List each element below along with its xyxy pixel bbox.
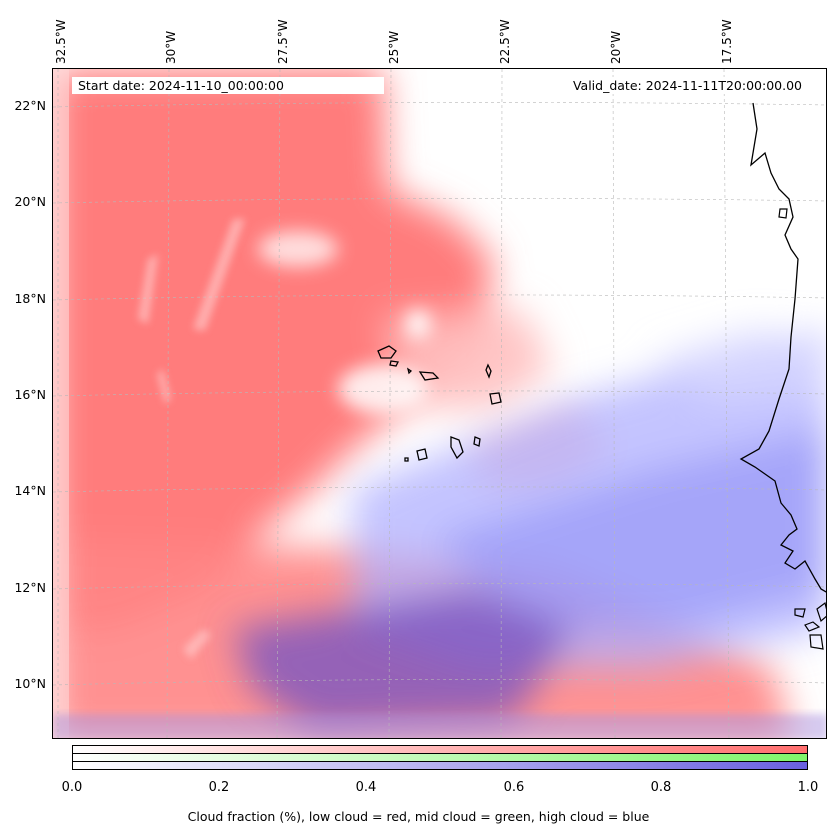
cloud-streaks [138,219,245,659]
lat-label-10n: 10°N [14,676,46,691]
lat-label-20n: 20°N [14,194,46,209]
lon-label-17-5w: 17.5°W [720,19,734,64]
cloud-fraction-map [53,69,826,738]
lon-label-20w: 20°W [609,30,623,64]
coast-islands [778,208,826,650]
lat-label-14n: 14°N [14,483,46,498]
map-panel[interactable]: Start date: 2024-11-10_00:00:00 Valid_da… [52,68,827,739]
colorbar-low-band [72,745,808,754]
lat-label-12n: 12°N [14,580,46,595]
lat-label-16n: 16°N [14,387,46,402]
lon-label-32-5w: 32.5°W [54,19,68,64]
colorbar [72,745,808,771]
clear-sky-patches [258,231,430,414]
start-date-label: Start date: 2024-11-10_00:00:00 [72,77,384,94]
colorbar-mid-band [72,753,808,762]
colorbar-title: Cloud fraction (%), low cloud = red, mid… [187,809,650,824]
lat-label-22n: 22°N [14,98,46,113]
cape-verde-islands [377,345,502,462]
lon-label-25w: 25°W [387,30,401,64]
lon-label-27-5w: 27.5°W [276,19,290,64]
lat-label-18n: 18°N [14,291,46,306]
colorbar-tick-5: 1.0 [797,780,819,795]
colorbar-tick-1: 0.2 [208,780,230,795]
africa-coastline [739,102,826,593]
colorbar-high-band [72,761,808,770]
lon-label-30w: 30°W [164,30,178,64]
colorbar-tick-0: 0.0 [61,780,83,795]
colorbar-tick-3: 0.6 [503,780,525,795]
valid-date-label: Valid_date: 2024-11-11T20:00:00.00 [566,77,808,94]
colorbar-tick-4: 0.8 [650,780,672,795]
colorbar-tick-2: 0.4 [355,780,377,795]
lon-label-22-5w: 22.5°W [498,19,512,64]
